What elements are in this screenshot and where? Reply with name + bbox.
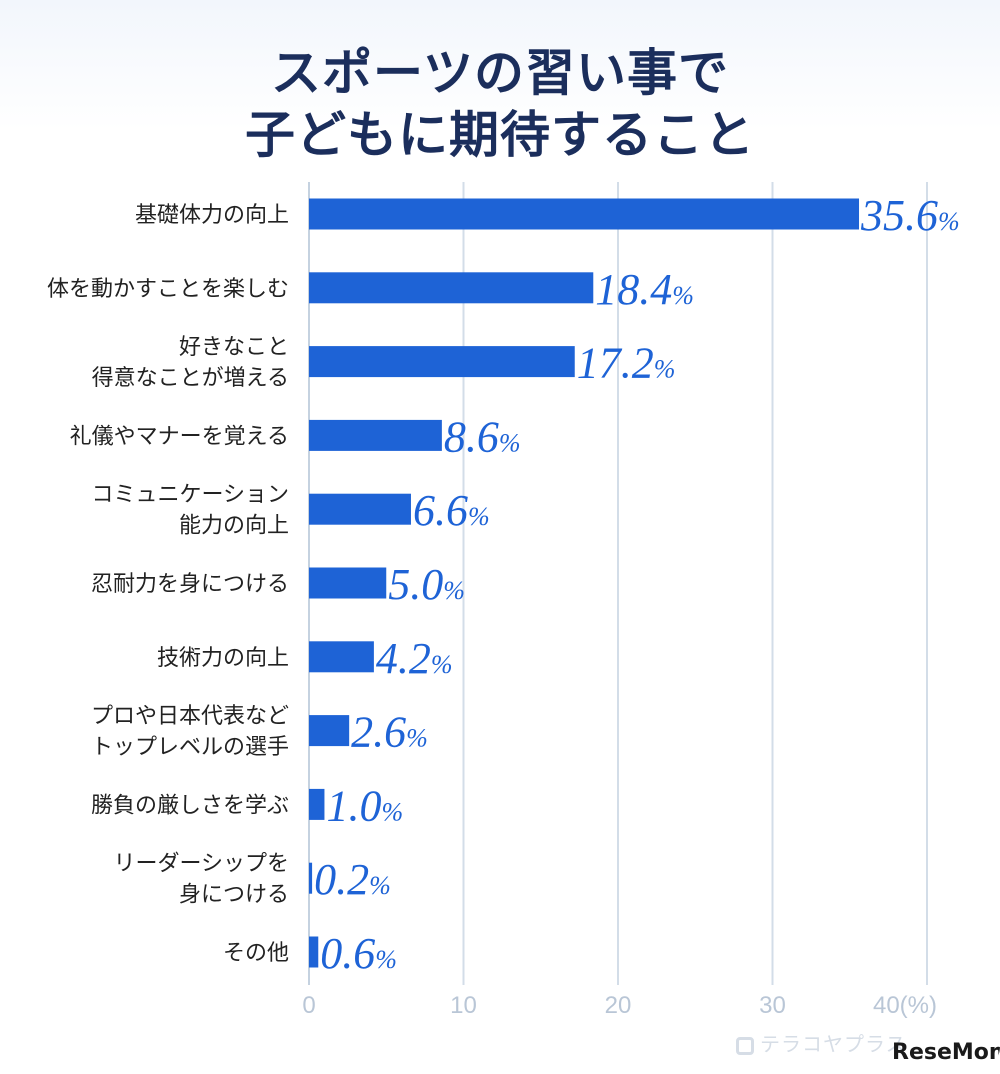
bar-4 [309,493,411,525]
terakoya-logo-icon [736,1037,754,1055]
category-label: 身につける [179,883,289,908]
x-tick-label: 10 [450,992,477,1019]
bar-0 [309,198,860,230]
value-number: 18.4 [595,265,672,314]
value-number: 0.2 [314,855,369,904]
value-percent-sign: % [431,650,453,679]
value-percent-sign: % [938,207,960,236]
category-label: その他 [223,941,289,966]
brand-logo: ReseMom [892,1040,1000,1065]
category-label: 勝負の厳しさを学ぶ [91,793,289,818]
value-label: 2.6% [351,708,428,757]
value-number: 6.6 [413,486,468,535]
x-tick-label: 30 [759,992,786,1019]
bar-9 [309,862,313,894]
bar-6 [309,641,374,673]
value-label: 5.0% [388,560,465,609]
value-label: 17.2% [577,339,676,388]
value-number: 35.6 [860,191,938,240]
value-number: 2.6 [351,708,406,757]
value-label: 1.0% [326,781,403,830]
bar-8 [309,788,325,820]
category-label: 基礎体力の向上 [135,203,289,228]
value-number: 1.0 [326,781,381,830]
value-percent-sign: % [369,871,391,900]
bar-10 [309,936,319,968]
value-label: 8.6% [444,412,521,461]
bar-2 [309,346,575,378]
value-number: 8.6 [444,412,499,461]
watermark-text: テラコヤプラス [760,1032,907,1056]
value-number: 5.0 [388,560,443,609]
value-label: 0.6% [320,929,397,978]
category-label: 能力の向上 [179,514,289,539]
x-tick-label: 40(%) [873,992,937,1019]
value-label: 4.2% [376,634,453,683]
bar-5 [309,567,387,599]
chart-title: スポーツの習い事で 子どもに期待すること [0,42,1000,166]
watermark: テラコヤプラス [736,1028,907,1057]
category-label: 得意なことが増える [92,366,289,391]
category-label: 好きなこと [179,335,289,360]
bar-1 [309,272,594,304]
value-number: 17.2 [577,339,654,388]
value-label: 18.4% [595,265,694,314]
value-percent-sign: % [443,576,465,605]
value-percent-sign: % [499,428,521,457]
bar-7 [309,715,350,747]
value-number: 0.6 [320,929,375,978]
title-line-2: 子どもに期待すること [245,106,755,164]
title-line-1: スポーツの習い事で [271,44,729,102]
value-percent-sign: % [468,502,490,531]
value-percent-sign: % [375,945,397,974]
bar-3 [309,419,442,451]
value-number: 4.2 [376,634,431,683]
category-label: 忍耐力を身につける [91,572,289,597]
category-label: 礼儀やマナーを覚える [70,424,289,449]
value-label: 6.6% [413,486,490,535]
category-label: コミュニケーション [91,483,289,508]
category-label: 体を動かすことを楽しむ [47,277,289,302]
value-percent-sign: % [381,797,403,826]
category-label: 技術力の向上 [157,646,289,671]
value-percent-sign: % [654,355,676,384]
category-label: リーダーシップを [113,852,289,877]
x-tick-label: 0 [302,992,315,1019]
value-percent-sign: % [406,724,428,753]
value-label: 0.2% [314,855,391,904]
x-tick-label: 20 [605,992,632,1019]
value-percent-sign: % [672,281,694,310]
category-label: トップレベルの選手 [91,735,289,760]
value-label: 35.6% [860,191,960,240]
category-label: プロや日本代表など [91,704,289,729]
